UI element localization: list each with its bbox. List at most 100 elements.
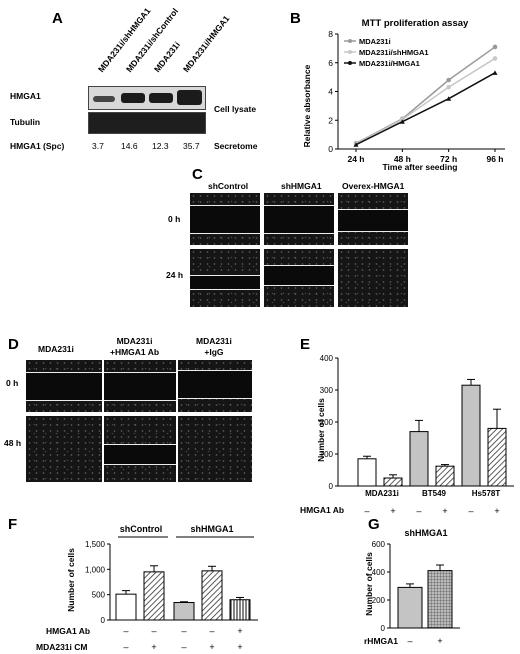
bar-chart-e: Number of cells 0 100 200 300 400 MDA231i BT… <box>300 354 514 516</box>
b-point <box>446 96 452 101</box>
f-sign-row1: – <box>151 626 156 636</box>
b-legend-label: MDA231i/HMGA1 <box>359 59 420 68</box>
e-ytick-label: 0 <box>329 482 334 491</box>
f-sign-row1: + <box>237 626 242 636</box>
chart-b-series <box>353 44 498 147</box>
chart-b-xlabel: Time after seeding <box>383 162 458 172</box>
d-row-0h: 0 h <box>6 378 19 388</box>
c-image-shhmga1-24h <box>264 249 334 307</box>
blot-hmga1 <box>88 86 206 110</box>
b-xtick-label: 24 h <box>347 154 364 164</box>
chart-f-ylabel: Number of cells <box>66 548 76 612</box>
f-bar <box>173 602 195 621</box>
e-sign: – <box>364 506 369 516</box>
chart-g-signs: – + <box>407 636 442 646</box>
e-bar <box>383 477 403 487</box>
f-bar <box>143 571 165 621</box>
secretome-label: Secretome <box>214 141 258 151</box>
c-row-24h: 24 h <box>166 270 184 280</box>
spc-value-1: 3.7 <box>92 141 104 151</box>
g-ytick-label: 200 <box>372 596 386 605</box>
band-1 <box>93 96 115 102</box>
g-sign: + <box>437 636 442 646</box>
f-sign-row1: – <box>209 626 214 636</box>
d-image-mda231i-0h <box>26 360 102 412</box>
f-bar <box>229 599 251 621</box>
f-ytick-label: 1,500 <box>85 540 106 549</box>
chart-f-signs: – – – – + – + – + + <box>123 626 242 652</box>
f-sign-row1: – <box>181 626 186 636</box>
c-image-shhmga1-0h <box>264 193 334 245</box>
g-ytick-label: 0 <box>381 624 386 633</box>
f-sign-row1: – <box>123 626 128 636</box>
chart-e-bars <box>357 378 507 487</box>
lane-label-1: MDA231i/shHMGA1 <box>96 5 153 75</box>
f-ytick-label: 500 <box>92 591 106 600</box>
band-2 <box>121 93 145 103</box>
d-image-hmga1ab-48h <box>104 416 176 482</box>
b-point <box>492 70 498 75</box>
e-bar <box>435 465 455 487</box>
d-row-48h: 48 h <box>4 438 22 448</box>
b-point <box>492 44 498 50</box>
e-sign: + <box>494 506 499 516</box>
chart-e-ylabel: Number of cells <box>316 398 326 462</box>
e-sign: – <box>416 506 421 516</box>
f-sign-row2: – <box>181 642 186 652</box>
f-sign-row2: + <box>151 642 156 652</box>
f-row1-label: HMGA1 Ab <box>46 626 90 636</box>
e-xrow-label: HMGA1 Ab <box>300 505 344 515</box>
d-image-mda231i-48h <box>26 416 102 482</box>
e-group-bt549: BT549 <box>422 489 447 498</box>
b-ytick-label: 4 <box>328 87 333 97</box>
b-series-line <box>355 57 496 145</box>
c-image-overex-24h <box>338 249 408 307</box>
b-legend-marker <box>348 39 352 43</box>
e-bar <box>357 458 377 487</box>
f-ytick-label: 1,000 <box>85 565 106 574</box>
d-image-igg-0h <box>178 360 252 412</box>
f-sign-row2: + <box>209 642 214 652</box>
chart-g-title: shHMGA1 <box>404 528 447 538</box>
b-point <box>399 119 405 124</box>
b-ytick-label: 8 <box>328 29 333 39</box>
chart-f-bars <box>115 565 251 621</box>
f-sign-row2: – <box>123 642 128 652</box>
b-legend-label: MDA231i <box>359 37 391 46</box>
b-legend-label: MDA231i/shHMGA1 <box>359 48 429 57</box>
b-legend-marker <box>348 61 352 65</box>
b-ytick-label: 0 <box>328 144 333 154</box>
b-point <box>492 56 498 61</box>
b-series-line <box>355 72 496 146</box>
d-col-hmga1ab: MDA231i +HMGA1 Ab <box>110 336 160 357</box>
lane-label-2: MDA231i/shControl <box>124 6 181 75</box>
f-bar <box>115 593 137 621</box>
f-group-shcontrol: shControl <box>120 524 163 534</box>
g-bar <box>427 570 453 629</box>
g-ytick-label: 600 <box>372 540 386 549</box>
blot-row-label-hmga1: HMGA1 <box>10 91 41 101</box>
chart-g-ylabel: Number of cells <box>364 552 374 616</box>
chart-b-legend: MDA231i MDA231i/shHMGA1 MDA231i/HMGA1 <box>344 37 429 68</box>
e-sign: – <box>468 506 473 516</box>
e-bar <box>487 427 507 487</box>
c-row-0h: 0 h <box>168 214 181 224</box>
e-ytick-label: 300 <box>320 386 334 395</box>
b-point <box>353 142 359 147</box>
b-ytick-label: 2 <box>328 115 333 125</box>
band-4 <box>177 90 202 105</box>
bar-chart-f: Number of cells shControl shHMGA1 0 500 1,… <box>36 524 258 652</box>
bar-chart-g: shHMGA1 Number of cells 0 200 400 600 rHMGA… <box>364 528 460 646</box>
c-col-overex: Overex-HMGA1 <box>342 181 405 191</box>
c-image-shcontrol-0h <box>190 193 260 245</box>
mtt-line-chart: MTT proliferation assay Relative absorba… <box>302 18 505 172</box>
blot-row-label-tubulin: Tubulin <box>10 117 41 127</box>
g-xrow-label: rHMGA1 <box>364 636 398 646</box>
b-legend-marker <box>348 50 352 54</box>
e-sign: + <box>390 506 395 516</box>
d-image-hmga1ab-0h <box>104 360 176 412</box>
c-col-shcontrol: shControl <box>208 181 249 191</box>
b-xtick-label: 48 h <box>394 154 411 164</box>
e-group-hs578t: Hs578T <box>472 489 501 498</box>
e-ytick-label: 200 <box>320 418 334 427</box>
